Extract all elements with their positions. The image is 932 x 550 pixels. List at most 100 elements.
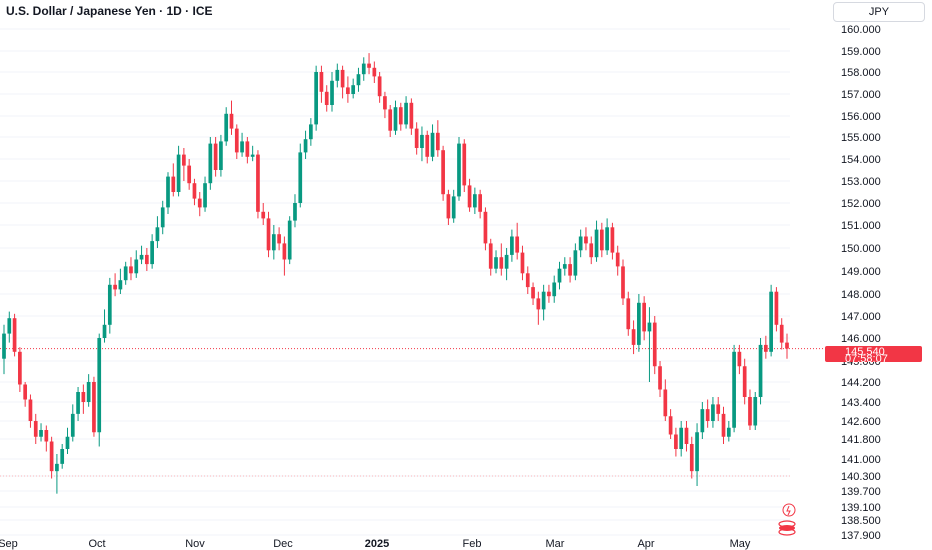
y-tick-label: 154.000: [841, 154, 881, 166]
candle-body: [541, 291, 546, 310]
y-tick-label: 153.000: [841, 176, 881, 188]
y-tick-label: 138.500: [841, 515, 881, 527]
alert-icons[interactable]: [767, 500, 797, 540]
y-tick-label: 137.900: [841, 530, 881, 542]
candle-body: [637, 302, 641, 345]
currency-selector[interactable]: JPY: [833, 2, 925, 22]
x-tick-label: Sep: [0, 538, 18, 550]
candle-body: [441, 150, 445, 195]
candle-body: [425, 134, 430, 157]
candle-body: [287, 220, 292, 260]
candle-body: [451, 196, 456, 219]
candle-body: [123, 266, 128, 281]
candle-body: [599, 229, 604, 251]
y-tick-label: 160.000: [841, 24, 881, 36]
y-tick-label: 139.700: [841, 486, 881, 498]
candle-body: [160, 207, 165, 228]
y-tick-label: 146.000: [841, 333, 881, 345]
candle-body: [716, 404, 721, 414]
candle-body: [361, 63, 366, 75]
reference-lines: [0, 348, 825, 477]
y-tick-label: 141.800: [841, 434, 881, 446]
y-tick-label: 156.000: [841, 111, 881, 123]
candle-body: [213, 143, 218, 170]
candle-body: [18, 351, 22, 385]
candle-body: [393, 107, 398, 131]
candle-body: [520, 252, 525, 274]
candle-body: [102, 324, 107, 338]
candle-body: [473, 194, 477, 208]
x-tick-label: Oct: [88, 538, 105, 550]
x-tick-label: 2025: [365, 538, 389, 550]
candle-body: [155, 227, 160, 242]
candle-body: [97, 338, 102, 433]
y-tick-label: 150.000: [841, 243, 881, 255]
candle-body: [70, 413, 75, 437]
candle-body: [107, 284, 112, 325]
candle-body: [462, 143, 467, 186]
candle-body: [224, 113, 229, 142]
x-tick-label: Feb: [463, 538, 482, 550]
candle-body: [12, 318, 17, 352]
y-tick-label: 152.000: [841, 198, 881, 210]
y-tick-label: 148.000: [841, 289, 881, 301]
layers-icon: [778, 520, 796, 536]
candle-body: [430, 132, 435, 157]
candle-body: [92, 382, 96, 433]
candle-body: [166, 176, 170, 208]
candle-body: [615, 252, 620, 267]
candle-body: [589, 243, 594, 258]
candle-body: [763, 344, 768, 352]
candle-body: [631, 329, 636, 345]
candle-body: [39, 430, 43, 437]
candle-body: [652, 322, 657, 367]
candle-body: [483, 211, 488, 244]
candle-body: [536, 298, 541, 310]
candle-body: [504, 254, 509, 269]
candle-body: [769, 291, 773, 352]
candle-body: [388, 109, 393, 131]
candle-body: [737, 351, 742, 367]
candle-body: [256, 154, 260, 212]
candle-body: [282, 243, 287, 260]
candle-body: [203, 183, 207, 208]
y-tick-label: 158.000: [841, 67, 881, 79]
candle-body: [679, 427, 684, 449]
y-tick-label: 157.000: [841, 89, 881, 101]
candle-body: [76, 392, 80, 414]
y-tick-label: 155.000: [841, 132, 881, 144]
candle-body: [23, 384, 28, 400]
x-tick-label: Mar: [546, 538, 565, 550]
candle-body: [303, 139, 308, 153]
candle-body: [494, 257, 498, 269]
candle-body: [779, 324, 784, 343]
candle-body: [488, 243, 493, 269]
candle-body: [573, 250, 578, 276]
candle-body: [742, 366, 747, 397]
candle-body: [118, 280, 123, 290]
candle-body: [351, 85, 356, 94]
candle-body: [60, 449, 65, 464]
candle-body: [621, 266, 625, 299]
candle-body: [663, 389, 668, 417]
candle-body: [584, 236, 588, 244]
y-tick-label: 140.300: [841, 471, 881, 483]
candle-body: [182, 154, 186, 166]
candle-body: [176, 154, 181, 192]
y-tick-label: 141.000: [841, 454, 881, 466]
candle-body: [420, 134, 424, 148]
y-tick-label: 142.600: [841, 416, 881, 428]
y-tick-label: 147.000: [841, 311, 881, 323]
candle-body: [610, 227, 615, 253]
candle-body: [446, 194, 451, 219]
candle-body: [732, 351, 736, 428]
candle-body: [271, 234, 276, 251]
candle-body: [187, 165, 192, 184]
candle-body: [531, 287, 535, 299]
y-tick-label: 151.000: [841, 220, 881, 232]
candle-body: [409, 102, 414, 129]
candle-body: [250, 154, 255, 157]
candle-body: [414, 128, 419, 148]
candle-body: [510, 236, 514, 255]
